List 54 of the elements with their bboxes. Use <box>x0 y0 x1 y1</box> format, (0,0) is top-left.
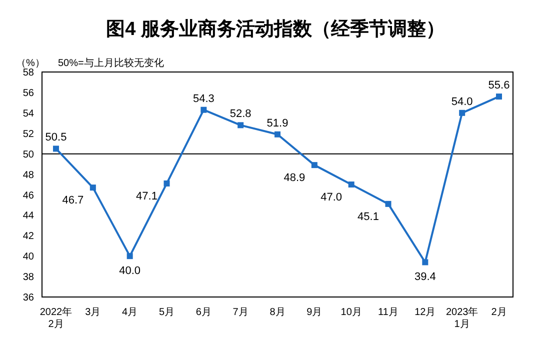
point <box>53 146 59 152</box>
point <box>422 259 428 266</box>
text: 40.0 <box>119 265 141 278</box>
y-axis-title: （%） <box>16 57 45 69</box>
text: 54.3 <box>192 92 214 105</box>
point <box>200 106 207 113</box>
y-tick-label: 50 <box>22 149 34 160</box>
y-tick-label: 48 <box>22 170 34 181</box>
x-tick-label: 4月 <box>122 307 138 318</box>
text: 39.4 <box>414 271 436 284</box>
y-tick-label: 46 <box>22 190 34 202</box>
y-tick-label: 54 <box>22 108 34 120</box>
y-tick-label: 52 <box>22 128 34 140</box>
point <box>90 184 96 191</box>
text: 55.6 <box>488 80 510 92</box>
y-tick-label: 44 <box>22 210 34 222</box>
text: 45.1 <box>358 210 379 223</box>
y-tick-label: 38 <box>22 272 34 284</box>
x-tick-label: 2022年 2月 <box>40 306 72 330</box>
y-tick-label: 36 <box>22 292 34 304</box>
text: 52.8 <box>230 108 252 120</box>
text: 47.1 <box>136 190 158 202</box>
chart-title: 图4 服务业商务活动指数（经季节调整） <box>105 18 446 42</box>
y-tick-label: 40 <box>22 252 34 263</box>
x-tick-label: 9月 <box>306 307 322 318</box>
point <box>385 200 392 207</box>
point <box>348 182 354 188</box>
x-tick-label: 8月 <box>270 307 286 318</box>
point <box>496 94 502 100</box>
x-tick-label: 6月 <box>196 307 212 318</box>
text: 54.0 <box>451 96 473 108</box>
x-tick-label: 12月 <box>414 307 436 318</box>
y-tick-label: 42 <box>22 231 34 242</box>
text: 47.0 <box>320 192 342 204</box>
x-tick-label: 11月 <box>378 307 398 318</box>
point <box>164 180 170 186</box>
point <box>459 110 466 116</box>
x-tick-label: 2月 <box>491 307 507 318</box>
x-tick-label: 10月 <box>340 307 362 318</box>
point <box>126 253 133 260</box>
text: 46.7 <box>62 194 84 207</box>
text: 50%=与上月比较无变化 <box>58 56 164 70</box>
x-tick-label: 2023年 1月 <box>446 306 478 330</box>
point <box>274 131 280 138</box>
x-tick-label: 3月 <box>85 307 101 318</box>
text: 48.9 <box>284 172 306 184</box>
text: 51.9 <box>266 117 288 130</box>
point <box>311 162 318 168</box>
text: 50.5 <box>45 132 67 144</box>
y-tick-label: 56 <box>22 88 34 100</box>
x-tick-label: 7月 <box>232 307 248 318</box>
point <box>238 122 244 128</box>
y-tick-label: 58 <box>22 68 34 79</box>
x-tick-label: 5月 <box>158 307 175 318</box>
